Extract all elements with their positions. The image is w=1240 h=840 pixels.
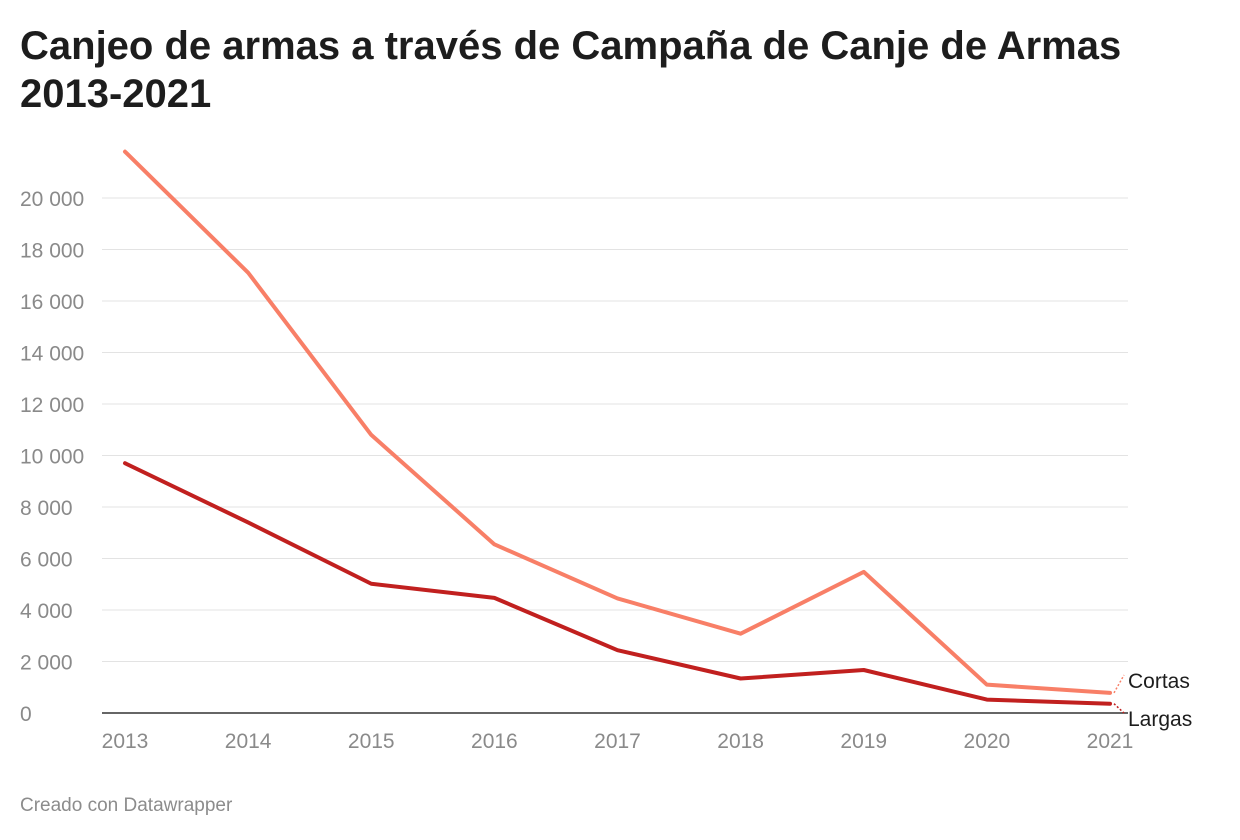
y-axis-tick-labels: 0 2 000 4 000 6 000 8 000 10 000 12 000 14 000 1… <box>20 188 84 726</box>
x-tick-label: 2017 <box>594 730 641 753</box>
series-end-labels: Cortas Largas <box>1113 670 1192 731</box>
y-tick-label: 12 000 <box>20 394 84 417</box>
y-tick-label: 14 000 <box>20 343 84 366</box>
x-tick-label: 2013 <box>102 730 149 753</box>
x-tick-label: 2015 <box>348 730 395 753</box>
chart-title: Canjeo de armas a través de Campaña de C… <box>20 24 1122 116</box>
series-line-largas <box>123 461 1112 706</box>
series-lines <box>123 149 1112 706</box>
x-tick-label: 2014 <box>225 730 272 753</box>
series-label-cortas: Cortas <box>1128 670 1190 693</box>
y-tick-label: 16 000 <box>20 291 84 314</box>
y-tick-label: 10 000 <box>20 446 84 469</box>
x-tick-label: 2016 <box>471 730 518 753</box>
gridlines <box>102 197 1128 662</box>
series-label-largas: Largas <box>1128 708 1192 731</box>
x-axis-tick-labels: 2013 2014 2015 2016 2017 2018 2019 2020 2021 <box>102 730 1134 753</box>
y-tick-label: 18 000 <box>20 240 84 263</box>
x-tick-label: 2021 <box>1087 730 1134 753</box>
label-connector <box>1113 703 1125 714</box>
y-tick-label: 2 000 <box>20 652 73 675</box>
y-tick-label: 20 000 <box>20 188 84 211</box>
credit-footer: Creado con Datawrapper <box>20 795 233 816</box>
label-connector <box>1113 674 1125 694</box>
x-tick-label: 2019 <box>840 730 887 753</box>
y-tick-label: 6 000 <box>20 549 73 572</box>
y-tick-label: 4 000 <box>20 600 73 623</box>
x-tick-label: 2020 <box>964 730 1011 753</box>
y-tick-label: 8 000 <box>20 497 73 520</box>
y-tick-label: 0 <box>20 703 32 726</box>
x-tick-label: 2018 <box>717 730 764 753</box>
series-line-cortas <box>123 149 1112 695</box>
